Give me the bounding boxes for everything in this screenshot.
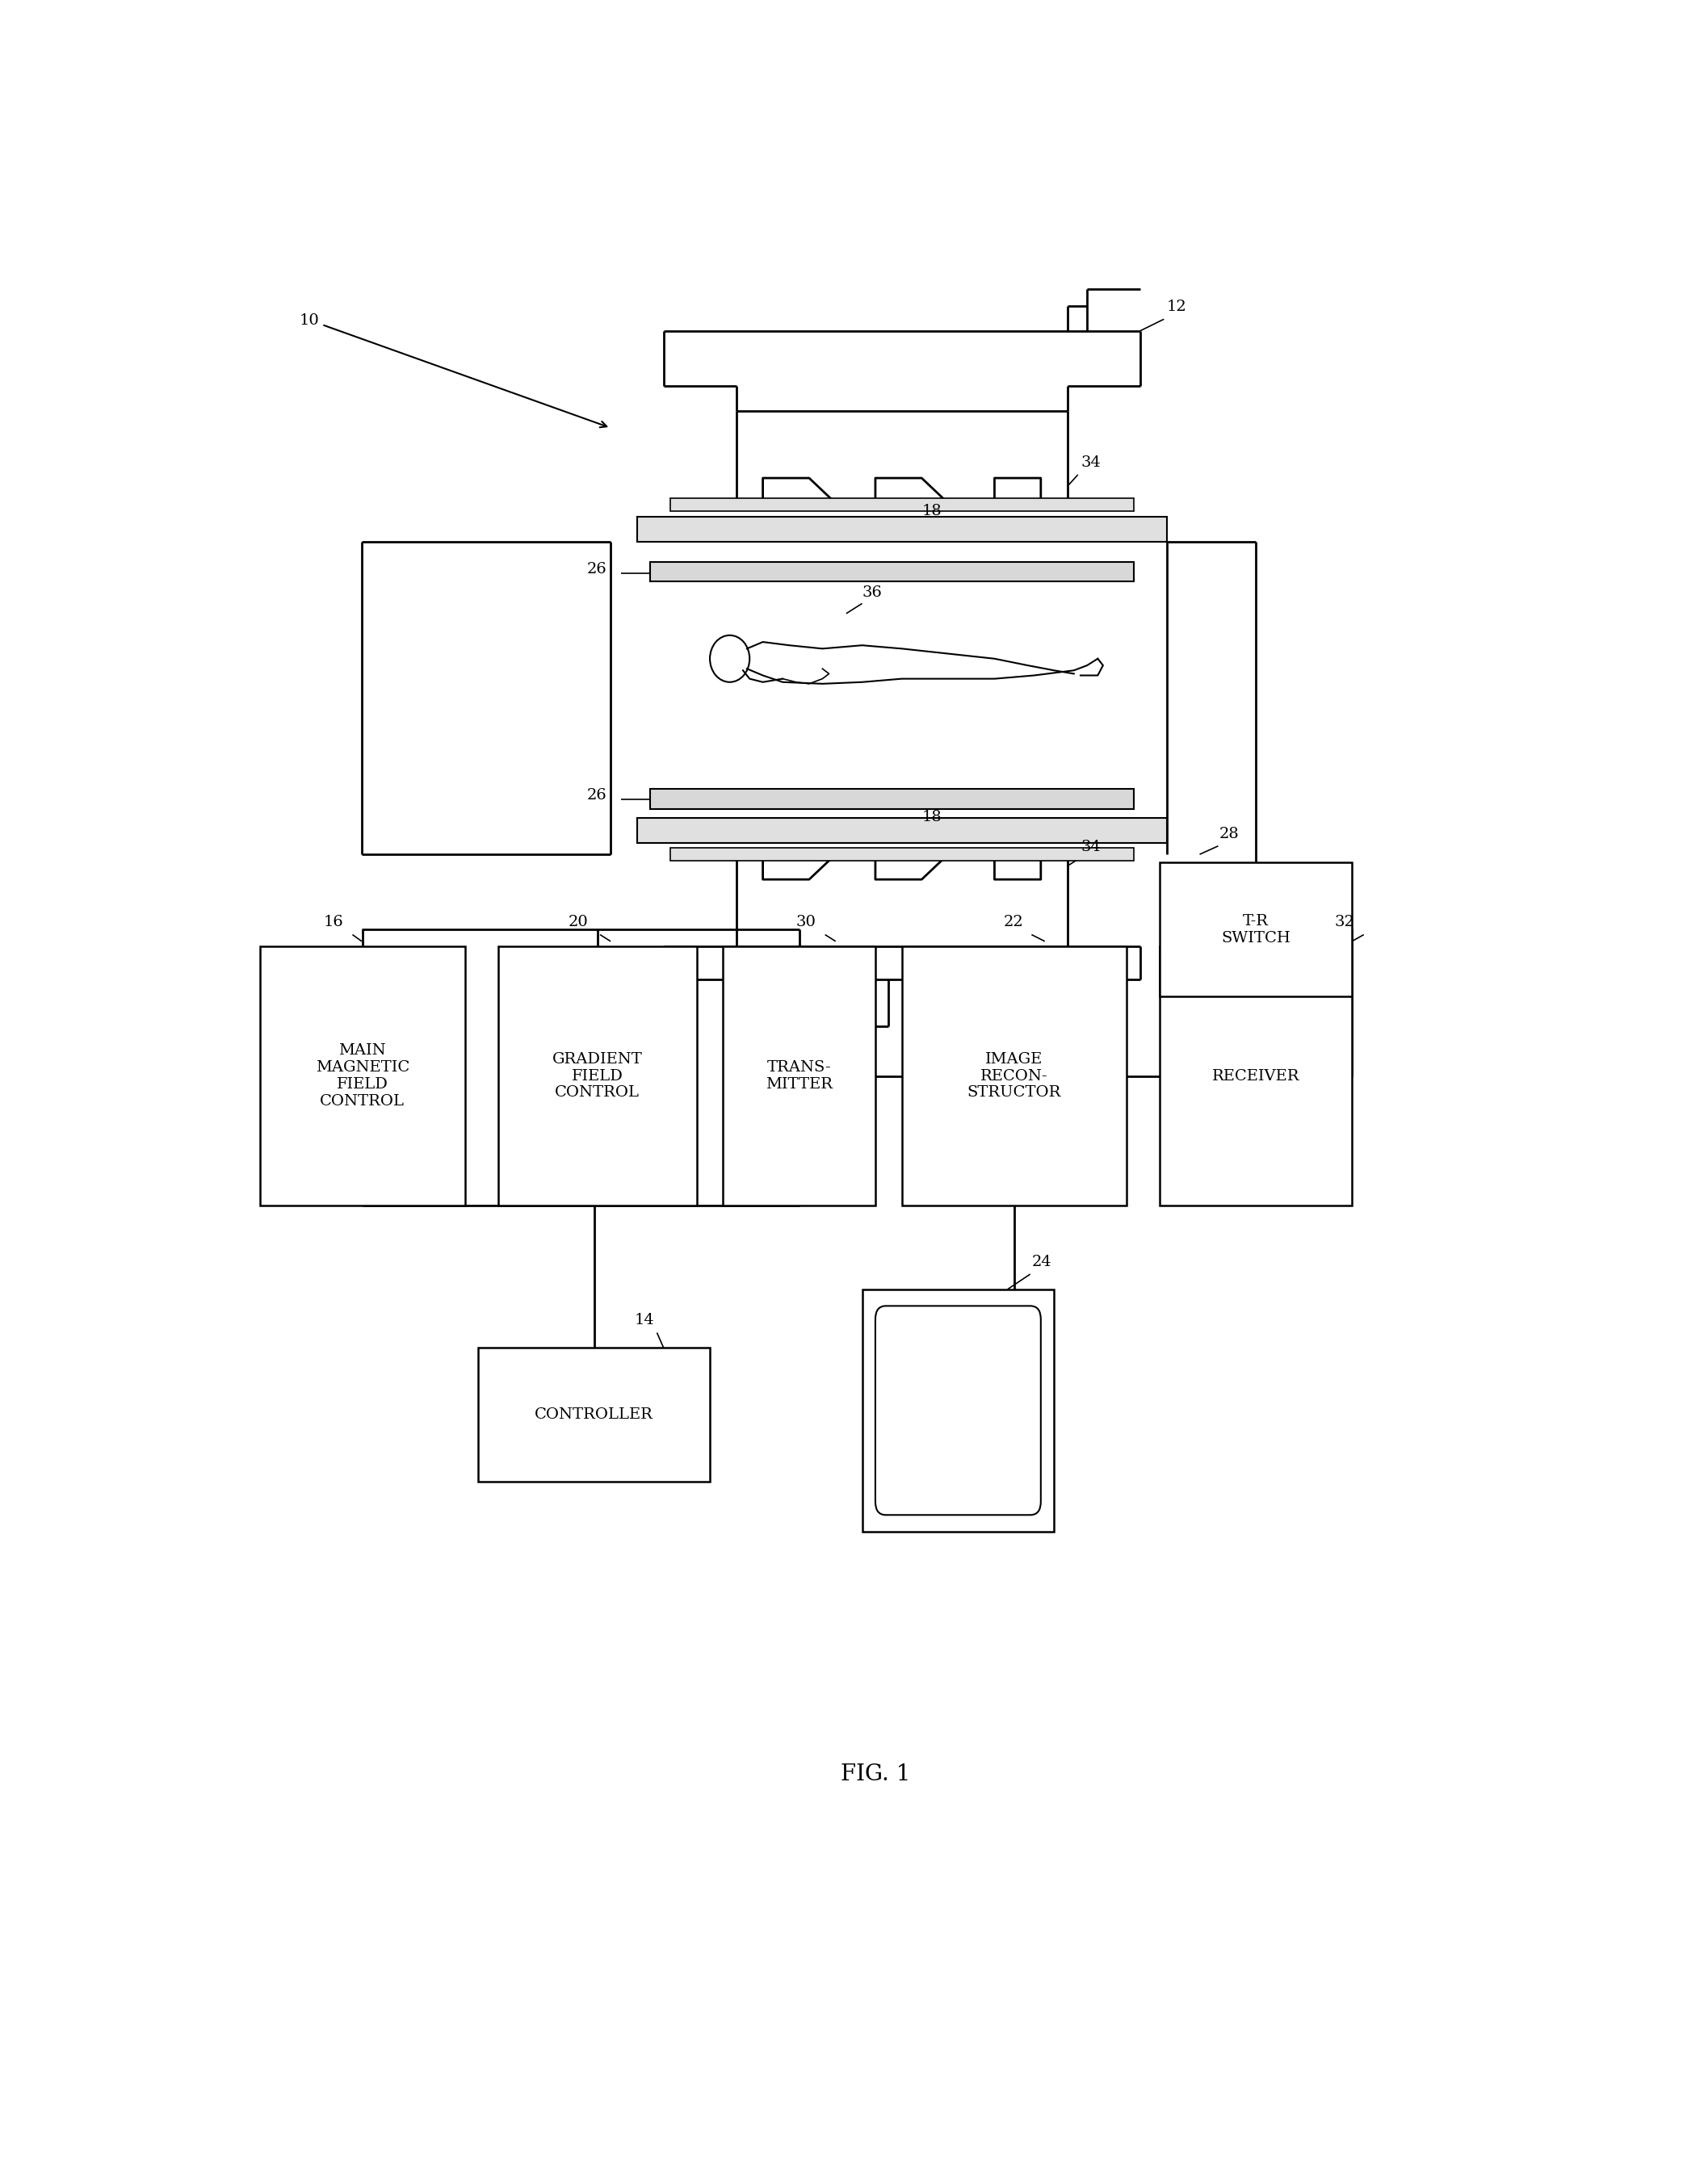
Bar	[637, 817, 1167, 843]
Text: 10: 10	[299, 313, 606, 428]
Text: 12: 12	[1167, 300, 1187, 315]
Bar	[902, 947, 1127, 1205]
Text: 24: 24	[1032, 1255, 1052, 1268]
Text: 34: 34	[1081, 841, 1100, 854]
Text: 32: 32	[1334, 914, 1354, 930]
Text: 18: 18	[922, 810, 941, 823]
Text: 36: 36	[863, 586, 883, 599]
Text: 16: 16	[323, 914, 343, 930]
Bar	[670, 497, 1134, 513]
Text: 18: 18	[922, 504, 941, 519]
Bar	[670, 847, 1134, 860]
Text: 14: 14	[634, 1314, 654, 1327]
Bar	[651, 563, 1134, 582]
Bar	[478, 1347, 711, 1481]
Bar	[1160, 862, 1353, 997]
Bar	[651, 788, 1134, 810]
Text: RECEIVER: RECEIVER	[1213, 1069, 1300, 1084]
Bar	[722, 947, 874, 1205]
Text: 26: 26	[588, 563, 606, 578]
Text: TRANS-
MITTER: TRANS- MITTER	[765, 1060, 834, 1093]
Text: 30: 30	[796, 914, 816, 930]
Text: 22: 22	[1004, 914, 1023, 930]
Bar	[260, 947, 465, 1205]
Text: GRADIENT
FIELD
CONTROL: GRADIENT FIELD CONTROL	[552, 1051, 642, 1099]
Text: 34: 34	[1081, 456, 1100, 469]
Bar	[499, 947, 697, 1205]
Text: CONTROLLER: CONTROLLER	[535, 1407, 654, 1423]
Ellipse shape	[711, 634, 750, 682]
Bar	[1160, 947, 1353, 1205]
Text: MAIN
MAGNETIC
FIELD
CONTROL: MAIN MAGNETIC FIELD CONTROL	[316, 1043, 410, 1108]
Text: 20: 20	[569, 914, 588, 930]
Text: 26: 26	[588, 788, 606, 801]
Text: T-R
SWITCH: T-R SWITCH	[1221, 914, 1291, 945]
Text: FIG. 1: FIG. 1	[840, 1764, 910, 1785]
Bar	[637, 517, 1167, 541]
Bar	[863, 1290, 1054, 1531]
Text: 28: 28	[1220, 825, 1240, 841]
Text: IMAGE
RECON-
STRUCTOR: IMAGE RECON- STRUCTOR	[967, 1051, 1061, 1099]
FancyBboxPatch shape	[874, 1305, 1040, 1516]
